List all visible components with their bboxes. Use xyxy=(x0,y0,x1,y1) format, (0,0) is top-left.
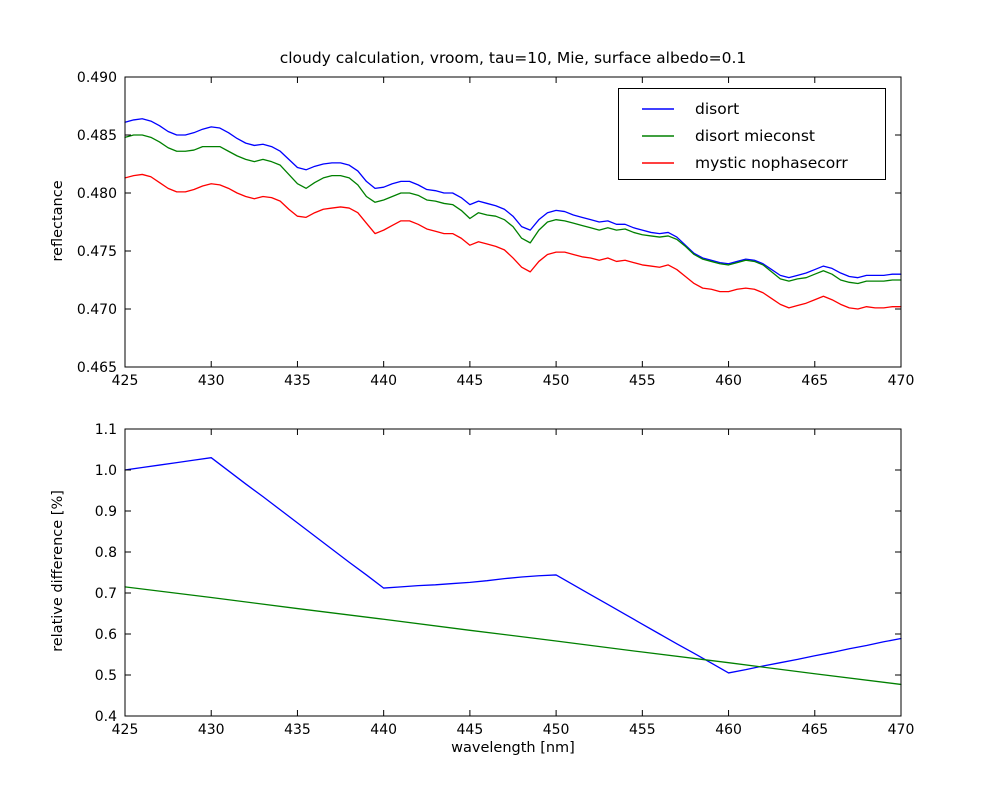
axes-frame xyxy=(124,428,902,717)
x-tick-label: 445 xyxy=(457,373,484,389)
top-plot-ylabel: reflectance xyxy=(50,180,66,262)
legend-entry: mystic nophasecorr xyxy=(619,149,885,176)
y-tick-label: 0.9 xyxy=(95,504,117,520)
legend-label: disort mieconst xyxy=(695,126,816,145)
x-tick-label: 455 xyxy=(629,373,656,389)
series-line xyxy=(124,173,902,310)
x-tick-label: 470 xyxy=(888,373,915,389)
y-tick-label: 0.7 xyxy=(95,586,117,602)
bottom-plot-ylabel: relative difference [%] xyxy=(50,490,66,652)
series-line xyxy=(124,118,902,279)
y-tick-label: 0.480 xyxy=(77,186,117,202)
legend-line-sample-icon xyxy=(642,107,674,110)
x-tick-label: 450 xyxy=(543,722,570,738)
y-tick-label: 0.485 xyxy=(77,128,117,144)
axes-frame xyxy=(124,76,902,368)
x-tick-label: 450 xyxy=(543,373,570,389)
y-tick-label: 0.490 xyxy=(77,70,117,86)
y-tick-label: 0.5 xyxy=(95,668,117,684)
x-tick-label: 430 xyxy=(198,373,225,389)
legend-label: mystic nophasecorr xyxy=(695,153,848,172)
y-tick-label: 0.6 xyxy=(95,627,117,643)
y-tick-label: 1.0 xyxy=(95,463,117,479)
series-line xyxy=(124,134,902,285)
legend-line-sample-icon xyxy=(642,161,674,164)
y-tick-label: 0.475 xyxy=(77,244,117,260)
x-tick-label: 435 xyxy=(284,373,311,389)
legend-entry: disort xyxy=(619,95,885,122)
y-tick-label: 0.8 xyxy=(95,545,117,561)
x-tick-label: 470 xyxy=(888,722,915,738)
x-tick-label: 430 xyxy=(198,722,225,738)
x-tick-label: 440 xyxy=(370,722,397,738)
x-tick-label: 445 xyxy=(457,722,484,738)
legend-box: disort disort mieconst mystic nophasecor… xyxy=(618,88,886,180)
x-tick-label: 465 xyxy=(801,722,828,738)
legend-entry: disort mieconst xyxy=(619,122,885,149)
legend-label: disort xyxy=(695,99,740,118)
x-tick-label: 435 xyxy=(284,722,311,738)
series-line xyxy=(124,457,902,674)
y-tick-label: 0.470 xyxy=(77,302,117,318)
bottom-plot-xlabel: wavelength [nm] xyxy=(451,740,575,756)
x-tick-label: 440 xyxy=(370,373,397,389)
series-line xyxy=(124,586,902,686)
top-plot-title: cloudy calculation, vroom, tau=10, Mie, … xyxy=(279,49,747,67)
x-tick-label: 465 xyxy=(801,373,828,389)
x-tick-label: 425 xyxy=(112,722,139,738)
y-tick-label: 1.1 xyxy=(95,422,117,438)
x-tick-label: 455 xyxy=(629,722,656,738)
y-tick-label: 0.465 xyxy=(77,360,117,376)
x-tick-label: 460 xyxy=(715,373,742,389)
x-tick-label: 460 xyxy=(715,722,742,738)
y-tick-label: 0.4 xyxy=(95,709,117,725)
legend-line-sample-icon xyxy=(642,134,674,137)
x-tick-label: 425 xyxy=(112,373,139,389)
